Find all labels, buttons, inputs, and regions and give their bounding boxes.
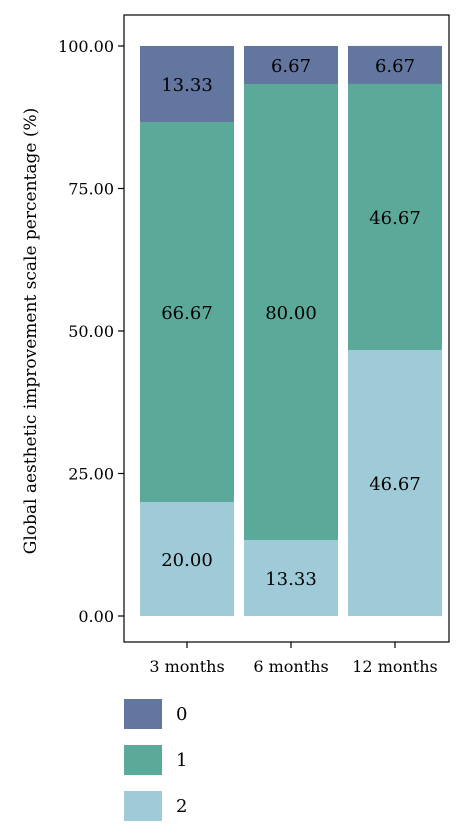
y-tick-label: 75.00	[68, 180, 114, 199]
data-label: 46.67	[369, 208, 421, 229]
plot-frame	[123, 14, 450, 643]
legend-swatch-1	[124, 745, 162, 775]
data-label: 6.67	[271, 56, 311, 77]
y-axis-ticks: 0.00 25.00 50.00 75.00 100.00	[58, 37, 124, 626]
bar-segment-1-0	[140, 121, 234, 502]
data-label: 66.67	[161, 303, 213, 324]
chart-bars	[140, 45, 442, 616]
data-label: 13.33	[161, 75, 213, 96]
bar-segment-0-1	[244, 46, 338, 85]
y-tick-label: 0.00	[78, 607, 114, 626]
legend-label-2: 2	[176, 796, 187, 817]
chart-data-labels: 20.00 66.67 13.33 13.33 80.00 6.67 46.67 46.67 6…	[161, 56, 421, 590]
legend-swatch-2	[124, 791, 162, 821]
bar-segment-1-1	[244, 84, 338, 541]
bar-segment-2-2	[348, 349, 442, 616]
bar-segment-0-0	[140, 46, 234, 122]
x-axis-ticks: 3 months 6 months 12 months	[149, 642, 438, 676]
x-tick-label: 6 months	[253, 657, 328, 676]
legend-label-0: 0	[176, 704, 187, 725]
y-axis-title: Global aesthetic improvement scale perce…	[21, 108, 41, 555]
data-label: 80.00	[265, 303, 317, 324]
data-label: 13.33	[265, 569, 317, 590]
y-tick-label: 50.00	[68, 322, 114, 341]
bar-segment-0-2	[348, 45, 442, 84]
x-tick-label: 3 months	[149, 657, 224, 676]
bar-segment-2-0	[140, 502, 234, 616]
legend-swatch-0	[124, 699, 162, 729]
chart-axes	[123, 14, 450, 643]
x-tick-label: 12 months	[352, 657, 438, 676]
data-label: 46.67	[369, 474, 421, 495]
data-label: 20.00	[161, 550, 213, 571]
y-tick-label: 25.00	[68, 465, 114, 484]
bar-segment-1-2	[348, 83, 442, 350]
y-tick-label: 100.00	[58, 37, 114, 56]
data-label: 6.67	[375, 56, 415, 77]
legend: 0 1 2	[124, 699, 187, 821]
bar-segment-2-1	[244, 540, 338, 616]
legend-label-1: 1	[176, 750, 187, 771]
